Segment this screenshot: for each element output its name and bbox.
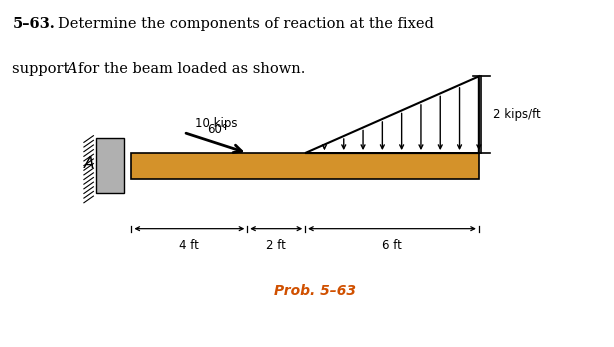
Bar [131,153,479,179]
Text: 60°: 60° [207,122,228,136]
Text: 6 ft: 6 ft [382,239,402,252]
Text: Determine the components of reaction at the fixed: Determine the components of reaction at … [58,17,434,31]
Text: A: A [66,62,77,76]
Text: 2 kips/ft: 2 kips/ft [493,108,541,121]
Text: 4 ft: 4 ft [179,239,200,252]
Text: 5–63.: 5–63. [12,17,55,31]
Text: 2 ft: 2 ft [266,239,286,252]
Text: support: support [12,62,74,76]
Text: Prob. 5–63: Prob. 5–63 [274,284,356,298]
Text: A: A [84,156,94,171]
Bar [96,138,124,193]
Text: for the beam loaded as shown.: for the beam loaded as shown. [78,62,305,76]
Text: 10 kips: 10 kips [195,117,238,130]
